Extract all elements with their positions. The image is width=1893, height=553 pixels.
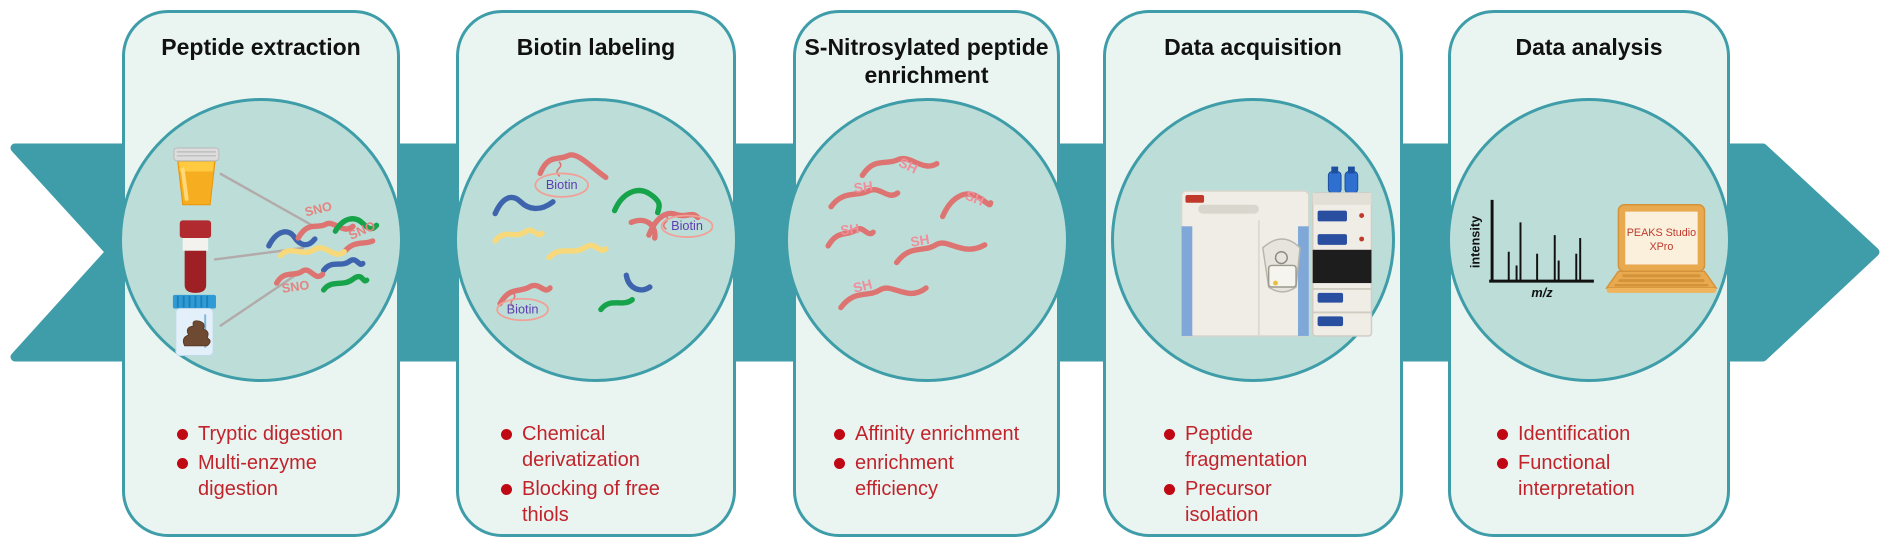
bullet-dot [177,458,188,469]
panel-peptide-extraction: Peptide extraction [119,10,403,537]
laptop-screen-line2: XPro [1649,241,1673,253]
bullet-item: Multi-enzyme digestion [177,450,372,502]
bullet-text: Peptide fragmentation [1185,423,1308,471]
bullet-item: Chemical derivatization [501,421,671,473]
laptop-screen-line1: PEAKS Studio [1627,227,1696,239]
spectrum-xlabel: m/z [1531,285,1553,300]
bullet-text: Blocking of free thiols [522,478,660,526]
bullet-dot [1164,484,1175,495]
peptide-extraction-illustration: SNO SNO SNO [119,98,403,382]
sh-peptide: SH [837,277,929,311]
bullet-text: enrichment efficiency [855,452,954,500]
bullet-text: Functional interpretation [1518,452,1635,500]
bullet-item: Identification [1497,421,1667,447]
panel-biotin-labeling: Biotin labeling Biotin Biotin [454,10,738,537]
bullet-dot [501,429,512,440]
bullet-item: Affinity enrichment [834,421,1024,447]
bullet-text: Tryptic digestion [198,423,343,445]
sh-label: SH [896,155,920,177]
mass-spectrum-chart [1489,199,1594,283]
sno-label: SNO [281,277,310,296]
sh-peptide: SH [824,221,876,249]
laptop-icon: PEAKS Studio XPro [1605,204,1718,293]
instrument-illustration [1111,98,1395,382]
data-analysis-illustration: intensity m/z PEAKS Studio XPro [1447,98,1731,382]
bullet-text: Chemical derivatization [522,423,640,471]
bullet-list: Identification Functional interpretation [1497,421,1667,502]
bullet-list: Tryptic digestion Multi-enzyme digestion [177,421,372,502]
sh-label: SH [909,232,930,250]
peptide [623,272,653,293]
biotin-labeled-peptide: Biotin [646,210,714,238]
peptide [492,227,545,244]
bullet-item: enrichment efficiency [834,450,1024,502]
biotin-label: Biotin [546,177,578,192]
sno-label: SNO [303,198,333,219]
biotin-labeled-peptide: Biotin [496,282,553,322]
bullet-item: Tryptic digestion [177,421,372,447]
bullet-list: Peptide fragmentation Precursor isolatio… [1164,421,1314,528]
bullet-item: Precursor isolation [1164,476,1314,528]
sh-label: SH [839,221,859,238]
sh-peptide-illustration: SH SH SH SH SH [784,98,1069,382]
urine-cup-icon [173,147,220,206]
bullet-dot [1497,458,1508,469]
biotin-labeling-illustration: Biotin Biotin B [454,98,738,382]
panel-title: Biotin labeling [516,34,676,60]
panel-title: S-Nitrosylated peptide enrichment [804,34,1049,88]
peptide [492,194,556,217]
biotin-label: Biotin [507,301,539,316]
stool-sample-icon [172,294,216,356]
panel-title: Peptide extraction [161,34,361,60]
bullet-text: Precursor isolation [1185,478,1272,526]
sh-label: SH [963,188,986,209]
biotin-label: Biotin [671,218,703,233]
sh-peptide: SH [859,155,939,179]
sh-peptide: SH [939,188,993,220]
panel-data-analysis: Data analysis intensity m/z [1447,10,1731,537]
bullet-text: Identification [1518,423,1631,445]
bullet-item: Peptide fragmentation [1164,421,1314,473]
sh-label: SH [852,178,873,196]
bullet-item: Functional interpretation [1497,450,1667,502]
bullet-item: Blocking of free thiols [501,476,671,528]
peptide [598,297,635,313]
bullet-dot [1497,429,1508,440]
blood-tube-icon [179,220,212,293]
peptide [628,217,658,241]
hplc-stack-icon [1311,166,1373,337]
bullet-list: Affinity enrichment enrichment efficienc… [834,421,1024,502]
peptide [611,187,662,216]
bullet-dot [501,484,512,495]
bullet-dot [834,458,845,469]
spectrum-ylabel: intensity [1467,216,1482,268]
biotin-labeled-peptide: Biotin [534,152,609,198]
panel-snitrosylated-enrichment: S-Nitrosylated peptide enrichment SH SH … [784,10,1069,537]
bullet-dot [177,429,188,440]
bullet-text: Affinity enrichment [855,423,1020,445]
sh-peptide: SH [827,178,900,210]
peptide [546,242,609,261]
panel-data-acquisition: Data acquisition [1103,10,1403,537]
mass-spectrometer-icon [1180,190,1310,337]
bullet-dot [1164,429,1175,440]
sh-peptide: SH [893,232,987,266]
bullet-dot [834,429,845,440]
bullet-text: Multi-enzyme digestion [198,452,317,500]
panel-title: Data analysis [1515,34,1663,60]
panel-title: Data acquisition [1164,34,1342,60]
bullet-list: Chemical derivatization Blocking of free… [501,421,671,528]
peptide-cluster: SNO SNO SNO [266,198,380,296]
sh-label: SH [851,277,873,296]
